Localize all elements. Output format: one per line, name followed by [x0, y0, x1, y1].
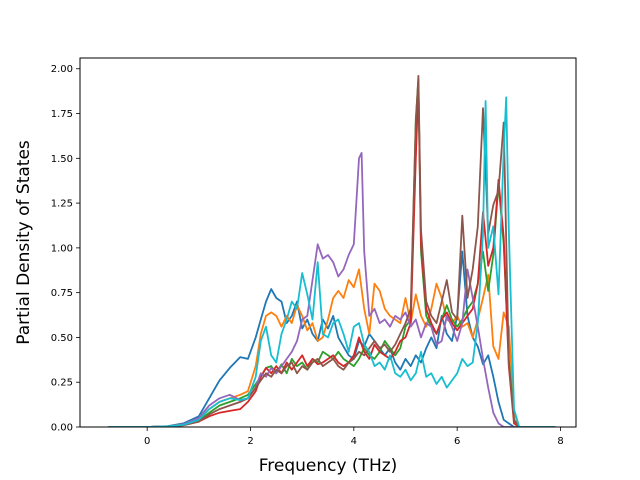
- series-line-6: [108, 75, 556, 427]
- y-tick-label: 1.25: [51, 199, 73, 210]
- y-tick-label: 1.00: [51, 243, 73, 254]
- y-axis-label: Partial Density of States: [14, 140, 34, 345]
- y-axis: 0.00 0.25 0.50 0.75 1.00 1.25 1.50 1.75 2.00: [51, 64, 80, 434]
- y-tick-label: 0.75: [51, 288, 73, 299]
- y-tick-label: 1.50: [51, 154, 73, 165]
- series-line-2: [108, 268, 556, 427]
- y-tick-label: 2.00: [51, 64, 73, 75]
- series-layer: [108, 75, 556, 427]
- y-tick-label: 0.00: [51, 423, 73, 434]
- y-tick-label: 0.25: [51, 378, 73, 389]
- x-tick-label: 4: [351, 436, 357, 447]
- x-tick-label: 6: [454, 436, 460, 447]
- x-tick-label: 2: [247, 436, 253, 447]
- x-tick-label: 0: [144, 436, 150, 447]
- y-tick-label: 0.50: [51, 333, 73, 344]
- y-tick-label: 1.75: [51, 109, 73, 120]
- x-axis-label: Frequency (THz): [259, 456, 398, 476]
- x-tick-label: 8: [557, 436, 563, 447]
- plot-frame: [79, 57, 577, 428]
- x-axis: 0 2 4 6 8: [144, 427, 564, 447]
- series-line-7: [108, 96, 556, 427]
